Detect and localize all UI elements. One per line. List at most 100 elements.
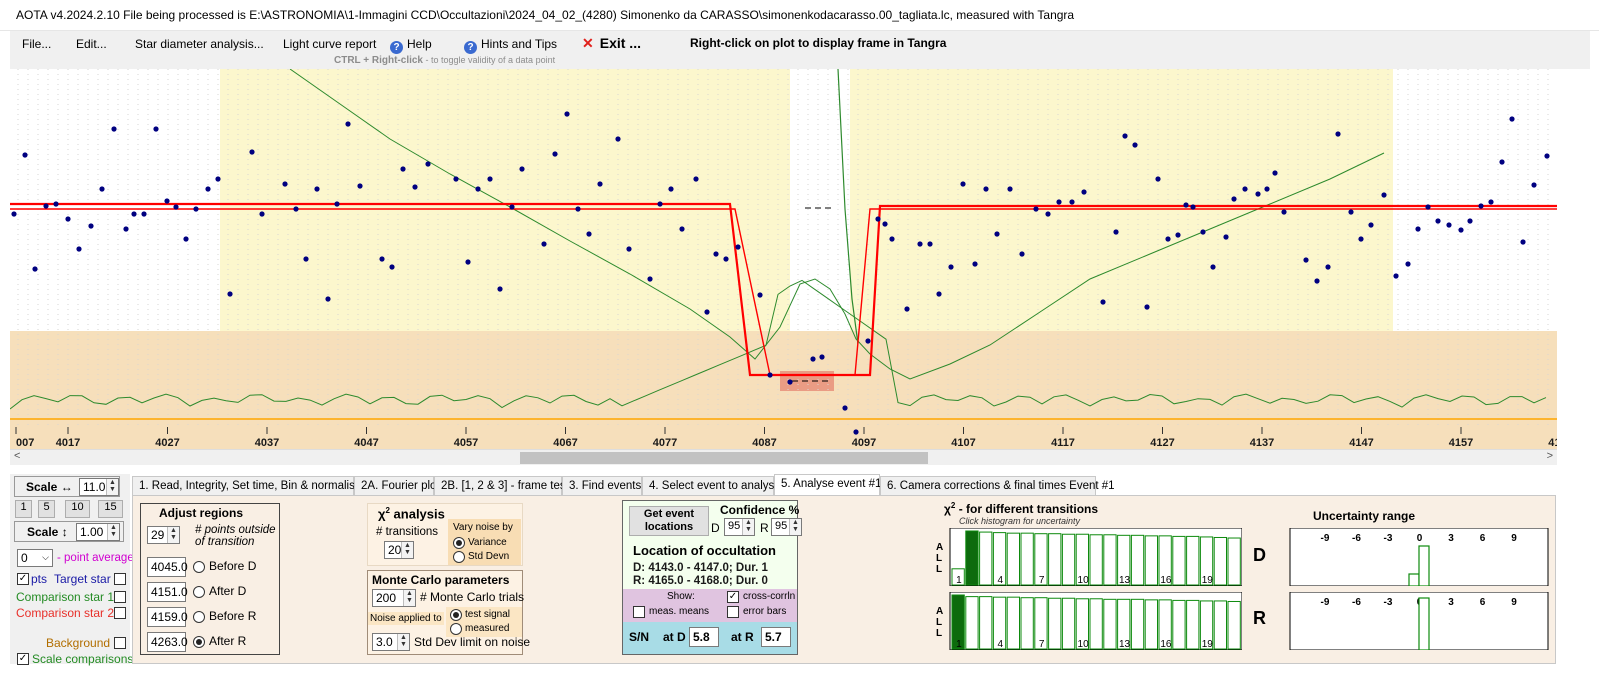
menu-exit[interactable]: ✕ Exit ... (582, 35, 641, 52)
data-point (1255, 191, 1261, 197)
comparison-1-checkbox[interactable] (114, 591, 126, 603)
tab-analyse-event[interactable]: 5. Analyse event #1 (774, 474, 881, 496)
scroll-right-icon[interactable]: > (1546, 450, 1553, 462)
spin-arrows-icon[interactable]: ▲ ▼ (397, 634, 409, 650)
point-average-select[interactable]: 0 ⌵ (17, 549, 53, 567)
std-devn-radio[interactable] (453, 551, 465, 563)
scale-h-group: Scale ↔ 11.0 ▲ ▼ (14, 476, 120, 497)
variance-radio[interactable] (453, 537, 465, 549)
chevron-down-icon: ⌵ (42, 552, 49, 562)
scale-h-value: 11.0 (83, 480, 106, 494)
target-star-checkbox[interactable] (114, 573, 126, 585)
ctrl-key: CTRL + Right-click (334, 55, 423, 66)
after-d-radio[interactable] (193, 586, 205, 598)
vary-noise-label: Vary noise by (453, 522, 513, 533)
tab-fourier-plot[interactable]: 2A. Fourier plot (354, 476, 440, 496)
scroll-left-icon[interactable]: < (14, 450, 21, 462)
confidence-d-stepper[interactable]: 95 ▲ ▼ (724, 518, 755, 536)
confidence-d-label: D (711, 521, 720, 535)
menu-hints[interactable]: ? Hints and Tips (464, 37, 557, 54)
tab-find-events[interactable]: 3. Find events (562, 476, 642, 496)
hist-bar (1020, 597, 1034, 650)
get-event-locations-button[interactable]: Get event locations (629, 506, 709, 536)
tab-read-integrity[interactable]: 1. Read, Integrity, Set time, Bin & norm… (132, 476, 361, 496)
data-point (647, 276, 653, 282)
chi-histogram-d[interactable]: ALL 1 4 7 10 13 16 19 (930, 528, 1242, 586)
error-bars-checkbox[interactable] (727, 606, 739, 618)
spin-arrows-icon[interactable]: ▲ ▼ (401, 542, 413, 558)
points-outside-stepper[interactable]: 29 ▲ ▼ (147, 526, 180, 544)
after-r-radio[interactable] (193, 636, 205, 648)
plot-canvas[interactable]: 007 4017 4027 4037 4047 4057 4067 4077 4087 4097 4… (10, 69, 1557, 449)
data-point (1281, 209, 1287, 215)
d-location: D: 4143.0 - 4147.0; Dur. 1 (633, 562, 768, 574)
before-r-radio[interactable] (193, 611, 205, 623)
data-point (1348, 209, 1354, 215)
scale-v-stepper[interactable]: 1.00 ▲ ▼ (76, 523, 120, 541)
hist-tick-label: 16 (1160, 639, 1172, 650)
before-r-value[interactable]: 4159.0 (147, 607, 188, 627)
uncertainty-bar (1418, 597, 1430, 650)
hist-all-label: A (936, 542, 943, 553)
std-limit-stepper[interactable]: 3.0 ▲ ▼ (372, 633, 410, 651)
spin-arrows-icon[interactable]: ▲ ▼ (167, 527, 179, 543)
hist-bar (1172, 535, 1186, 586)
data-point (32, 266, 38, 272)
spin-arrows-icon[interactable]: ▲ ▼ (107, 524, 119, 540)
scale-comparisons-checkbox[interactable]: ✓ (17, 653, 29, 665)
tab-frame-test[interactable]: 2B. [1, 2 & 3] - frame test (434, 476, 569, 496)
uncertainty-tick: 0 (1417, 533, 1423, 544)
scale-h-stepper[interactable]: 11.0 ▲ ▼ (79, 478, 119, 496)
uncertainty-tick: 9 (1511, 597, 1517, 608)
monte-carlo-trials-stepper[interactable]: 200 ▲ ▼ (372, 589, 416, 607)
scale-button-10[interactable]: 10 (65, 500, 90, 518)
menu-file[interactable]: File... (22, 37, 52, 51)
monte-carlo-group: Monte Carlo parameters 200 ▲ ▼ # Monte Car… (367, 570, 530, 655)
spin-arrows-icon[interactable]: ▲ ▼ (742, 519, 754, 535)
hist-tick-label: 10 (1078, 639, 1090, 650)
x-tick-label: 4057 (454, 437, 478, 449)
x-tick-label: 4147 (1349, 437, 1373, 449)
spin-arrows-icon[interactable]: ▲ ▼ (403, 590, 415, 606)
scale-button-5[interactable]: 5 (38, 500, 55, 518)
menu-help[interactable]: ? Help (390, 37, 432, 54)
scale-button-15[interactable]: 15 (98, 500, 123, 518)
menu-light-curve-report[interactable]: Light curve report (283, 37, 377, 51)
after-d-value[interactable]: 4151.0 (147, 582, 188, 602)
scrollbar-thumb[interactable] (520, 452, 928, 464)
background-checkbox[interactable] (114, 637, 126, 649)
chi-histogram-r[interactable]: ALL 1 4 7 10 13 16 19 (930, 592, 1242, 650)
scale-button-1[interactable]: 1 (15, 500, 32, 518)
data-point (904, 306, 910, 312)
pts-checkbox[interactable]: ✓ (17, 573, 29, 585)
after-r-value[interactable]: 4263.0 (147, 632, 188, 652)
tab-camera-corrections[interactable]: 6. Camera corrections & final times Even… (880, 476, 1115, 496)
spin-arrows-icon[interactable]: ▲ ▼ (106, 479, 118, 495)
meas-means-checkbox[interactable] (633, 606, 645, 618)
light-curve-plot[interactable]: 007 4017 4027 4037 4047 4057 4067 4077 4087 4097 4… (10, 69, 1557, 449)
hist-bar (1006, 596, 1020, 650)
test-signal-radio[interactable] (450, 609, 462, 621)
cross-corrln-checkbox[interactable]: ✓ (727, 591, 739, 603)
data-point (131, 211, 137, 217)
before-d-value[interactable]: 4045.0 (147, 557, 188, 577)
x-tick-label: 4017 (56, 437, 80, 449)
hist-tick-label: 10 (1078, 575, 1090, 586)
transitions-stepper[interactable]: 20 ▲ ▼ (384, 541, 414, 559)
measured-radio[interactable] (450, 623, 462, 635)
before-d-label: Before D (209, 559, 257, 573)
sn-box: S/N at D 5.8 at R 5.7 (623, 622, 797, 654)
data-point (1509, 116, 1515, 122)
confidence-r-stepper[interactable]: 95 ▲ ▼ (771, 518, 802, 536)
uncertainty-tick: -6 (1352, 597, 1361, 608)
tab-select-event[interactable]: 4. Select event to analyse (642, 476, 781, 496)
menu-star-diameter[interactable]: Star diameter analysis... (135, 37, 264, 51)
hist-bar (951, 594, 965, 650)
comparison-2-checkbox[interactable] (114, 607, 126, 619)
data-point (497, 286, 503, 292)
hist-tick-label: 1 (956, 639, 962, 650)
spin-arrows-icon[interactable]: ▲ ▼ (789, 519, 801, 535)
plot-horizontal-scrollbar[interactable]: < > (10, 449, 1557, 465)
menu-edit[interactable]: Edit... (76, 37, 107, 51)
before-d-radio[interactable] (193, 561, 205, 573)
